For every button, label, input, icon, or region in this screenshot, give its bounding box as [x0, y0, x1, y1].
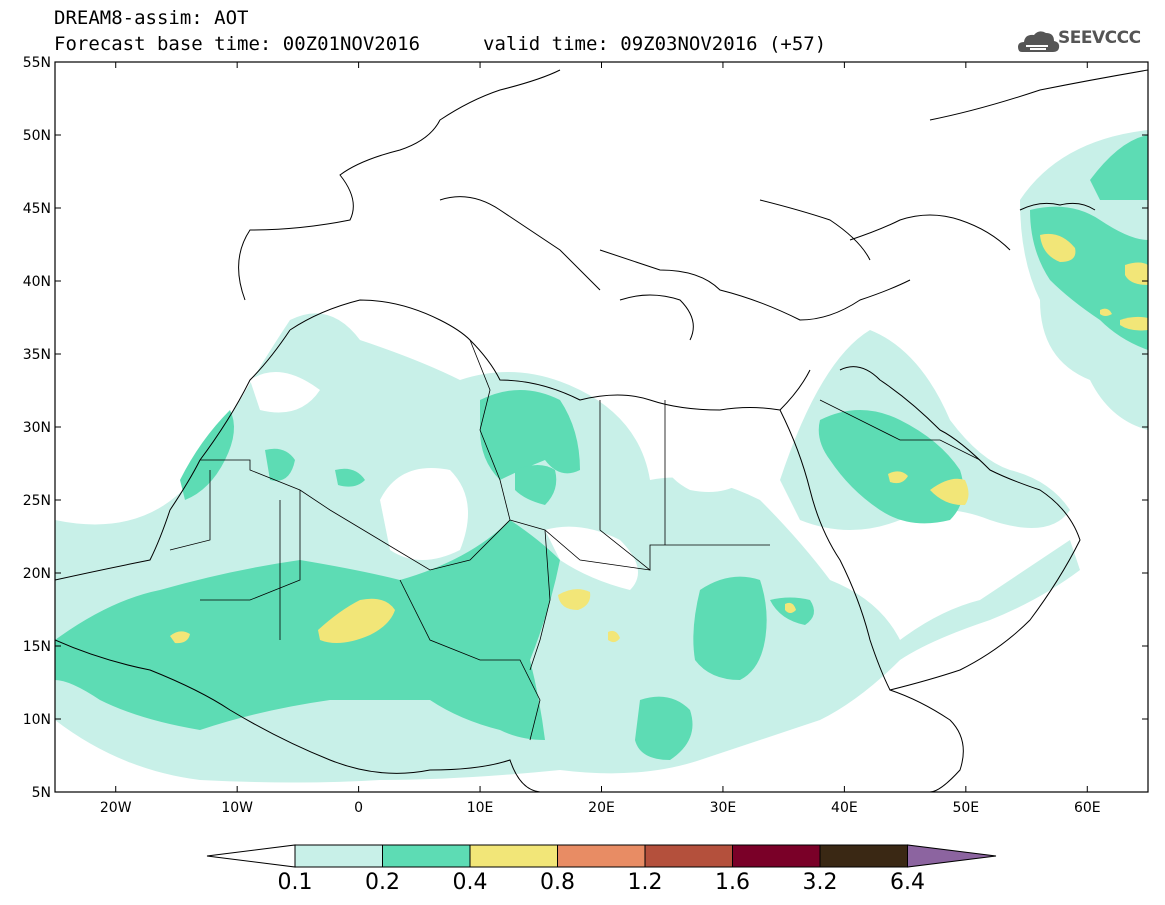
- valid-time: valid time: 09Z03NOV2016 (+57): [483, 33, 827, 55]
- colorbar-segment: [644, 844, 733, 868]
- colorbar-segment: [469, 844, 558, 868]
- colorbar-segment: [732, 844, 821, 868]
- colorbar-label: 1.2: [627, 870, 663, 895]
- lon-tick-label: 20W: [100, 800, 132, 816]
- colorbar-segment: [294, 844, 383, 868]
- lat-tick-label: 20N: [23, 566, 51, 582]
- colorbar-label: 0.2: [365, 870, 400, 895]
- lat-tick-label: 45N: [23, 201, 51, 217]
- latitude-axis: 55N 50N 45N 40N 35N 30N 25N 20N 15N 10N 5N: [23, 55, 1148, 801]
- lat-tick-label: 15N: [23, 639, 51, 655]
- lat-tick-label: 40N: [23, 274, 51, 290]
- lon-tick-label: 40E: [831, 800, 858, 816]
- lat-tick-label: 50N: [23, 128, 51, 144]
- lon-tick-label: 10W: [221, 800, 253, 816]
- logo-text: SEEVCCC: [1058, 28, 1141, 48]
- colorbar-label: 0.8: [540, 870, 575, 895]
- colorbar-label: 1.6: [715, 870, 750, 895]
- colorbar-segment: [819, 844, 908, 868]
- lon-tick-label: 20E: [588, 800, 615, 816]
- lon-tick-label: 30E: [710, 800, 737, 816]
- lon-tick-label: 60E: [1074, 800, 1101, 816]
- lat-tick-label: 10N: [23, 712, 51, 728]
- lat-tick-label: 30N: [23, 420, 51, 436]
- cloud-logo-icon: [1018, 31, 1060, 52]
- aot-holes: [250, 372, 760, 590]
- lon-tick-label: 0: [354, 800, 363, 816]
- map-title: DREAM8-assim: AOT: [54, 7, 249, 29]
- lat-tick-label: 35N: [23, 347, 51, 363]
- lat-tick-label: 25N: [23, 493, 51, 509]
- lon-tick-label: 10E: [467, 800, 494, 816]
- colorbar-over-triangle: [907, 844, 997, 868]
- colorbar-label: 0.4: [452, 870, 488, 895]
- colorbar-segment: [382, 844, 471, 868]
- longitude-axis: 20W 10W 0 10E 20E 30E 40E 50E 60E: [100, 62, 1101, 816]
- aot-band-0.4-0.8: [170, 233, 1148, 644]
- colorbar: [206, 844, 997, 868]
- forecast-base-time: Forecast base time: 00Z01NOV2016: [54, 33, 421, 55]
- colorbar-under-triangle: [206, 844, 296, 868]
- lat-tick-label: 5N: [32, 785, 51, 801]
- lon-tick-label: 50E: [952, 800, 979, 816]
- lat-tick-label: 55N: [23, 55, 51, 71]
- coastlines: [55, 69, 1148, 792]
- colorbar-segment: [557, 844, 646, 868]
- colorbar-label: 3.2: [802, 870, 838, 895]
- colorbar-label: 6.4: [890, 870, 925, 895]
- country-borders: [169, 339, 981, 741]
- colorbar-label: 0.1: [277, 870, 313, 895]
